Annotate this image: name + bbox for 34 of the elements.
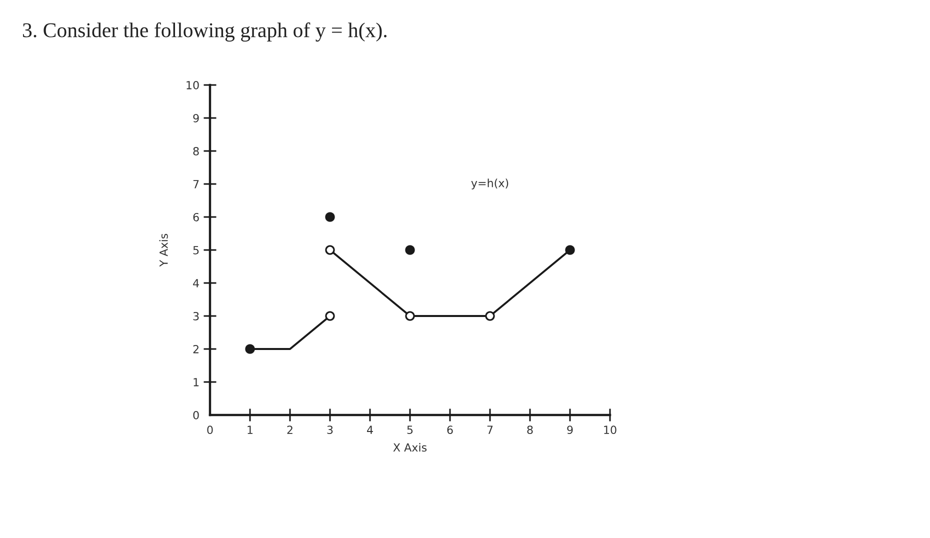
- x-tick-label: 2: [287, 426, 292, 434]
- point: [325, 311, 335, 321]
- annotation: y=h(x): [471, 178, 508, 190]
- x-tick-label: 10: [604, 426, 616, 434]
- point: [325, 245, 335, 255]
- y-tick-label: 8: [193, 146, 199, 156]
- y-tick-label: 1: [194, 378, 199, 386]
- x-tick-label: 6: [447, 426, 453, 434]
- x-tick-label: 9: [567, 426, 573, 434]
- y-tick-label: 7: [193, 180, 199, 188]
- y-tick-label: 4: [193, 279, 199, 288]
- y-tick-label: 0: [193, 410, 199, 420]
- point: [485, 311, 495, 321]
- x-tick-label: 4: [367, 426, 373, 434]
- point: [405, 311, 415, 321]
- point: [325, 212, 335, 222]
- point: [245, 344, 255, 354]
- y-tick-label: 2: [193, 344, 198, 354]
- x-tick-label: 7: [487, 426, 493, 434]
- x-tick-label: 8: [527, 426, 533, 434]
- chart-title: 3. Consider the following graph of y = h(x).: [22, 22, 386, 42]
- x-axis-title: X Axis: [393, 443, 427, 452]
- y-tick-label: 3: [193, 312, 199, 320]
- y-tick-label: 10: [186, 80, 199, 90]
- y-tick-label: 5: [193, 246, 199, 254]
- y-tick-label: 6: [193, 212, 199, 222]
- x-tick-label: 0: [207, 426, 213, 434]
- x-tick-label: 1: [248, 426, 253, 434]
- point: [405, 245, 415, 255]
- x-tick-label: 5: [407, 426, 413, 434]
- y-axis-title: Y Axis: [159, 234, 168, 267]
- x-tick-label: 3: [327, 426, 333, 434]
- y-tick-label: 9: [193, 114, 199, 122]
- point: [565, 245, 575, 255]
